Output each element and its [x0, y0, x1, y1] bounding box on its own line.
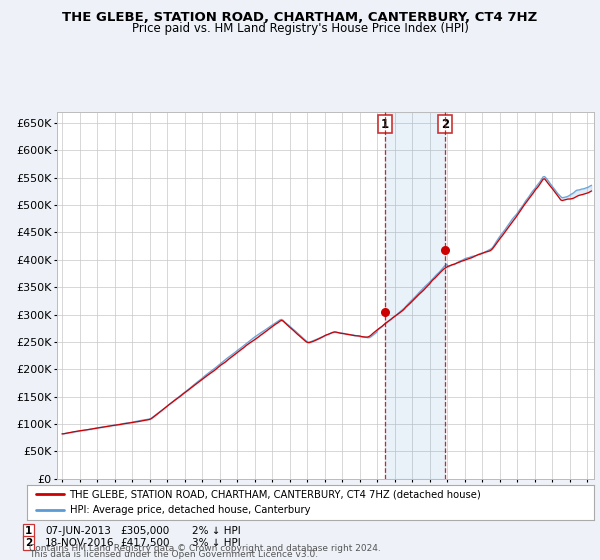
- Text: 1: 1: [25, 526, 32, 536]
- Text: This data is licensed under the Open Government Licence v3.0.: This data is licensed under the Open Gov…: [29, 550, 318, 559]
- Text: 2: 2: [25, 538, 32, 548]
- Text: 3% ↓ HPI: 3% ↓ HPI: [192, 538, 241, 548]
- Text: THE GLEBE, STATION ROAD, CHARTHAM, CANTERBURY, CT4 7HZ (detached house): THE GLEBE, STATION ROAD, CHARTHAM, CANTE…: [70, 489, 481, 500]
- Text: 2: 2: [441, 118, 449, 130]
- Text: £305,000: £305,000: [120, 526, 169, 536]
- Text: HPI: Average price, detached house, Canterbury: HPI: Average price, detached house, Cant…: [70, 505, 310, 515]
- Text: 1: 1: [381, 118, 389, 130]
- Text: 18-NOV-2016: 18-NOV-2016: [45, 538, 115, 548]
- Text: 07-JUN-2013: 07-JUN-2013: [45, 526, 111, 536]
- Text: 2% ↓ HPI: 2% ↓ HPI: [192, 526, 241, 536]
- Text: £417,500: £417,500: [120, 538, 170, 548]
- Text: THE GLEBE, STATION ROAD, CHARTHAM, CANTERBURY, CT4 7HZ: THE GLEBE, STATION ROAD, CHARTHAM, CANTE…: [62, 11, 538, 24]
- Text: Contains HM Land Registry data © Crown copyright and database right 2024.: Contains HM Land Registry data © Crown c…: [29, 544, 380, 553]
- Bar: [385, 112, 445, 479]
- Text: Price paid vs. HM Land Registry's House Price Index (HPI): Price paid vs. HM Land Registry's House …: [131, 22, 469, 35]
